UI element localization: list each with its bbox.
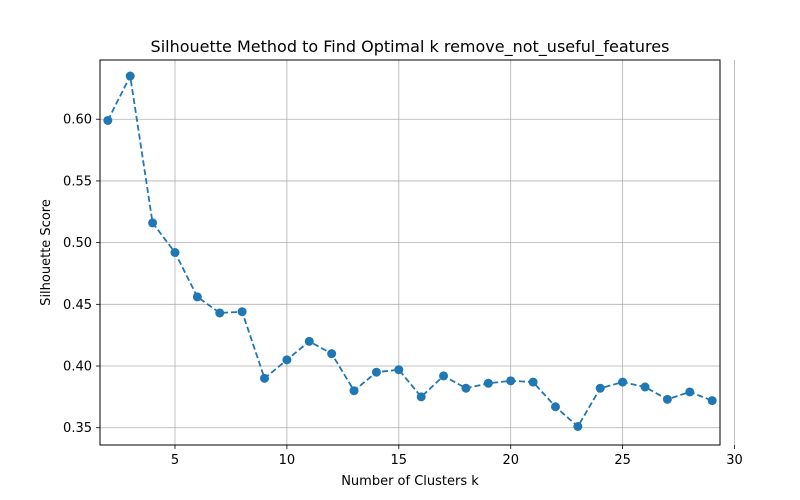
x-tick-label: 20 [502,453,519,468]
data-point [707,396,717,406]
data-point [461,383,471,393]
data-point [595,383,605,393]
data-point [483,378,493,388]
data-point [349,386,359,396]
data-point [125,71,135,81]
grid [100,60,735,445]
y-tick-label: 0.45 [63,298,92,313]
plot-area [99,59,721,446]
data-point [192,292,202,302]
x-axis-label: Number of Clusters k [341,474,479,489]
series-layer [103,71,717,431]
data-point [416,392,426,402]
series-line [107,73,713,428]
y-tick-label: 0.60 [63,113,92,128]
data-point [439,371,449,381]
x-tick-label: 30 [726,453,743,468]
data-point [640,382,650,392]
y-tick-label: 0.50 [63,236,92,251]
y-tick-label: 0.40 [63,360,92,375]
data-point [148,218,158,228]
data-point [304,336,314,346]
x-tick-label: 15 [391,453,408,468]
data-point [550,402,560,412]
axis-ticks: 5 10 15 20 25 30 0.35 0.40 0.45 0.50 0.55 0.60 [63,113,743,468]
data-point [685,387,695,397]
data-point [260,373,270,383]
data-point [282,355,292,365]
y-tick-label: 0.35 [63,421,92,436]
data-point [215,308,225,318]
x-tick-label: 25 [614,453,631,468]
data-point [327,349,337,359]
data-point [170,248,180,257]
data-point [573,421,583,431]
y-tick-label: 0.55 [63,174,92,189]
data-point [662,394,672,404]
data-point [371,367,381,377]
data-point [237,307,247,317]
data-point [528,377,538,387]
data-point [394,365,404,375]
chart-title: Silhouette Method to Find Optimal k remo… [151,37,670,57]
data-point [618,377,628,387]
data-point [506,376,516,386]
y-axis-label: Silhouette Score [39,199,54,306]
x-tick-label: 5 [171,453,179,468]
data-point [103,115,113,125]
x-tick-label: 10 [279,453,296,468]
